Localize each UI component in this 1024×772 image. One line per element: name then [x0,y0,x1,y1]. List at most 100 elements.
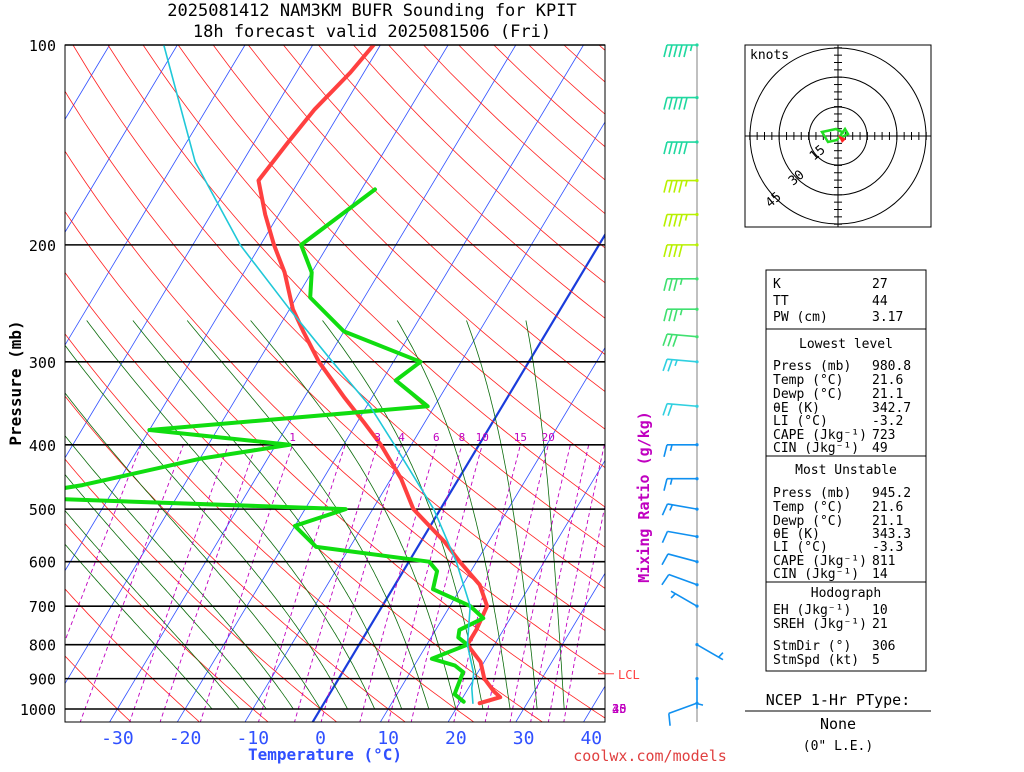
wind-barb-flag [664,142,667,154]
wind-barb-shaft [667,531,697,536]
isotherm-line [0,45,177,723]
wind-barb-half-flag [671,479,673,485]
wind-barb [663,404,699,416]
wind-barb-flag [674,309,677,321]
mixing-ratio-line [564,445,618,723]
wind-barb-half-flag [675,360,677,366]
mixing-ratio-line [160,445,256,723]
pressure-tick-label: 500 [29,501,56,519]
wind-barb-half-flag [686,215,688,221]
wind-barb-flag [668,360,672,372]
lowest-cin-label: CIN (Jkg⁻¹) [773,441,859,456]
mixing-ratio-tick-label: 15 [514,431,527,444]
wind-barb [662,531,698,542]
moist-adiabat [467,321,538,710]
lcl-label: LCL [618,668,640,682]
wind-barb-base [695,43,698,46]
wind-barb-flag [669,181,672,193]
wind-barb-base [695,96,698,99]
wind-barb-flag [662,575,669,585]
wind-barb [662,504,698,515]
lowest-level-title: Lowest level [799,337,893,352]
mixing-ratio-tick-label: 6 [433,431,440,444]
wind-barb-base [695,643,698,646]
mu-temp-value: 21.6 [872,500,903,515]
wind-barb [664,43,699,57]
wind-barb-flag [674,181,677,193]
dry-adiabat [0,45,269,723]
ptype-note: (0" L.E.) [803,739,873,754]
wind-barb-base [695,702,698,705]
wind-barb-flag [664,245,667,257]
wind-barb-base [695,605,698,608]
hodo-sreh-label: SREH (Jkg⁻¹) [773,617,867,632]
isotherm-line [380,45,787,723]
wind-barb-flag [663,334,667,346]
index-label-pw: PW (cm) [773,310,828,325]
mixing-ratio-line [360,445,437,723]
wind-barb [662,575,699,587]
wind-barb [669,702,699,726]
mixing-ratio-tick-label: 4 [398,431,405,444]
lowest-cin-value: 49 [872,441,888,456]
pressure-tick-label: 200 [29,237,56,255]
wind-barb-flag [664,309,667,321]
wind-barb-base [695,360,698,363]
index-value-tt: 44 [872,294,888,309]
wind-barb-flag [669,215,672,227]
mu-cin-value: 14 [872,567,888,582]
wind-barb-half-flag [670,505,673,511]
lowest-temp-label: Temp (°C) [773,373,843,388]
mixing-ratio-line [411,445,482,723]
wind-barb [664,243,699,257]
lowest-press-value: 980.8 [872,359,911,374]
wind-barb-flag [674,245,677,257]
wind-barb-flag [674,142,677,154]
wind-barb [664,477,699,491]
wind-barb-flag [664,45,667,57]
mixing-ratio-tick-label: 10 [476,431,489,444]
mu-press-value: 945.2 [872,486,911,501]
wind-barb-flag [664,279,667,291]
wind-barb-flag [664,181,667,193]
temperature-tick-label: 40 [580,728,602,749]
mixing-ratio-tick-label: 3 [374,431,381,444]
isotherm-line [177,45,584,723]
wind-barb-base [695,477,698,480]
lowest-li-value: -3.2 [872,414,903,429]
wind-barb-flag [669,142,672,154]
most-unstable-title: Most Unstable [795,463,897,478]
wind-barb-base [695,583,698,586]
wind-barb-base [695,213,698,216]
pressure-tick-label: 700 [29,598,56,616]
wind-barb-half-flag [719,653,723,657]
wind-barb-flag [673,335,677,347]
wind-barb-flag [674,45,677,57]
pressure-tick-label: 800 [29,637,56,655]
wind-barb-flag [674,215,677,227]
dry-adiabat [0,45,544,723]
wind-barb-flag [684,142,687,154]
mixing-ratio-tick-label: 20 [542,431,555,444]
wind-barb-flag [669,713,670,725]
wind-barb-flag [674,98,677,110]
wind-barb-flag [663,404,667,416]
pressure-tick-label: 400 [29,437,56,455]
wind-barb-flag [669,245,672,257]
wind-barb-flag [668,335,672,347]
wind-barb [695,643,723,660]
mu-li-value: -3.3 [872,540,903,555]
wind-barb-flag [679,45,682,57]
chart-subtitle: 18h forecast valid 2025081506 (Fri) [193,22,551,42]
wind-barb-flag [679,181,682,193]
wind-barb-flag [669,98,672,110]
mixing-ratio-tick-label: 1 [289,431,296,444]
freezing-isotherm [312,45,719,723]
pressure-tick-label: 100 [29,37,56,55]
wind-barb-shaft [668,554,697,562]
temperature-tick-label: -30 [101,728,134,749]
mixing-ratio-side-label: 40 [612,702,626,716]
